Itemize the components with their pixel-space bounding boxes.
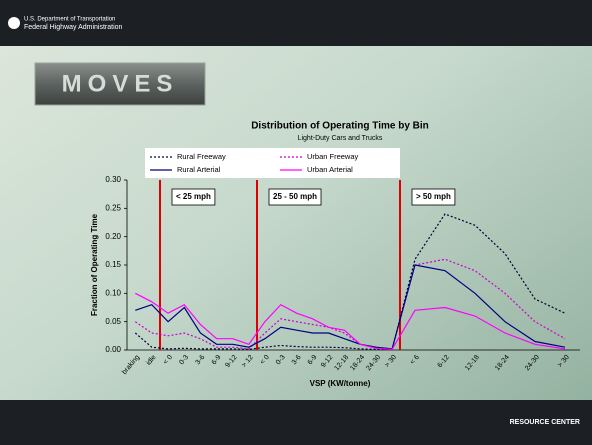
moves-logo-text: MOVES	[62, 70, 179, 97]
series-line	[134, 258, 566, 350]
series-line	[135, 264, 566, 350]
range-label: 25 - 50 mph	[273, 192, 317, 201]
resource-center-logo: RESOURCE CENTER	[510, 419, 580, 426]
y-tick-label: 0.05	[105, 317, 121, 326]
legend-label: Rural Freeway	[177, 152, 226, 161]
legend-label: Urban Arterial	[307, 165, 353, 174]
x-tick-label: < 0	[259, 354, 271, 366]
agency-line1: U.S. Department of Transportation	[24, 17, 115, 23]
dot-logo	[8, 17, 20, 29]
range-label-box	[268, 188, 322, 206]
y-tick-label: 0.25	[105, 203, 121, 212]
series-line	[135, 292, 566, 351]
x-axis-label: VSP (KW/tonne)	[310, 379, 371, 388]
header-bar	[0, 0, 592, 46]
y-tick-label: 0.00	[105, 345, 121, 354]
x-tick-label: 6-9	[211, 354, 223, 366]
chart-title: Distribution of Operating Time by Bin	[251, 121, 429, 132]
range-label-box	[171, 188, 216, 206]
range-label-box	[411, 188, 456, 206]
x-tick-label: < 6	[409, 354, 421, 366]
series-line	[134, 213, 566, 351]
legend-label: Urban Freeway	[307, 152, 359, 161]
x-tick-label: 3-6	[194, 354, 206, 366]
range-label: > 50 mph	[416, 192, 451, 201]
y-axis-label: Fraction of Operating Time	[90, 213, 99, 316]
y-tick-label: 0.20	[105, 232, 121, 241]
agency-line2: Federal Highway Administration	[24, 24, 123, 31]
y-tick-label: 0.15	[105, 260, 121, 269]
range-label: < 25 mph	[176, 192, 211, 201]
chart-subtitle: Light-Duty Cars and Trucks	[298, 135, 383, 142]
moves-logo	[34, 62, 206, 106]
legend-label: Rural Arterial	[177, 165, 221, 174]
y-tick-label: 0.10	[105, 288, 121, 297]
x-tick-label: 6-9	[307, 354, 319, 366]
x-tick-label: 0-3	[275, 354, 287, 366]
legend-box	[145, 148, 400, 178]
footer-bar	[0, 400, 592, 445]
x-tick-label: 3-6	[291, 354, 303, 366]
x-tick-label: < 0	[162, 354, 174, 366]
y-tick-label: 0.30	[105, 175, 121, 184]
x-tick-label: 0-3	[178, 354, 190, 366]
